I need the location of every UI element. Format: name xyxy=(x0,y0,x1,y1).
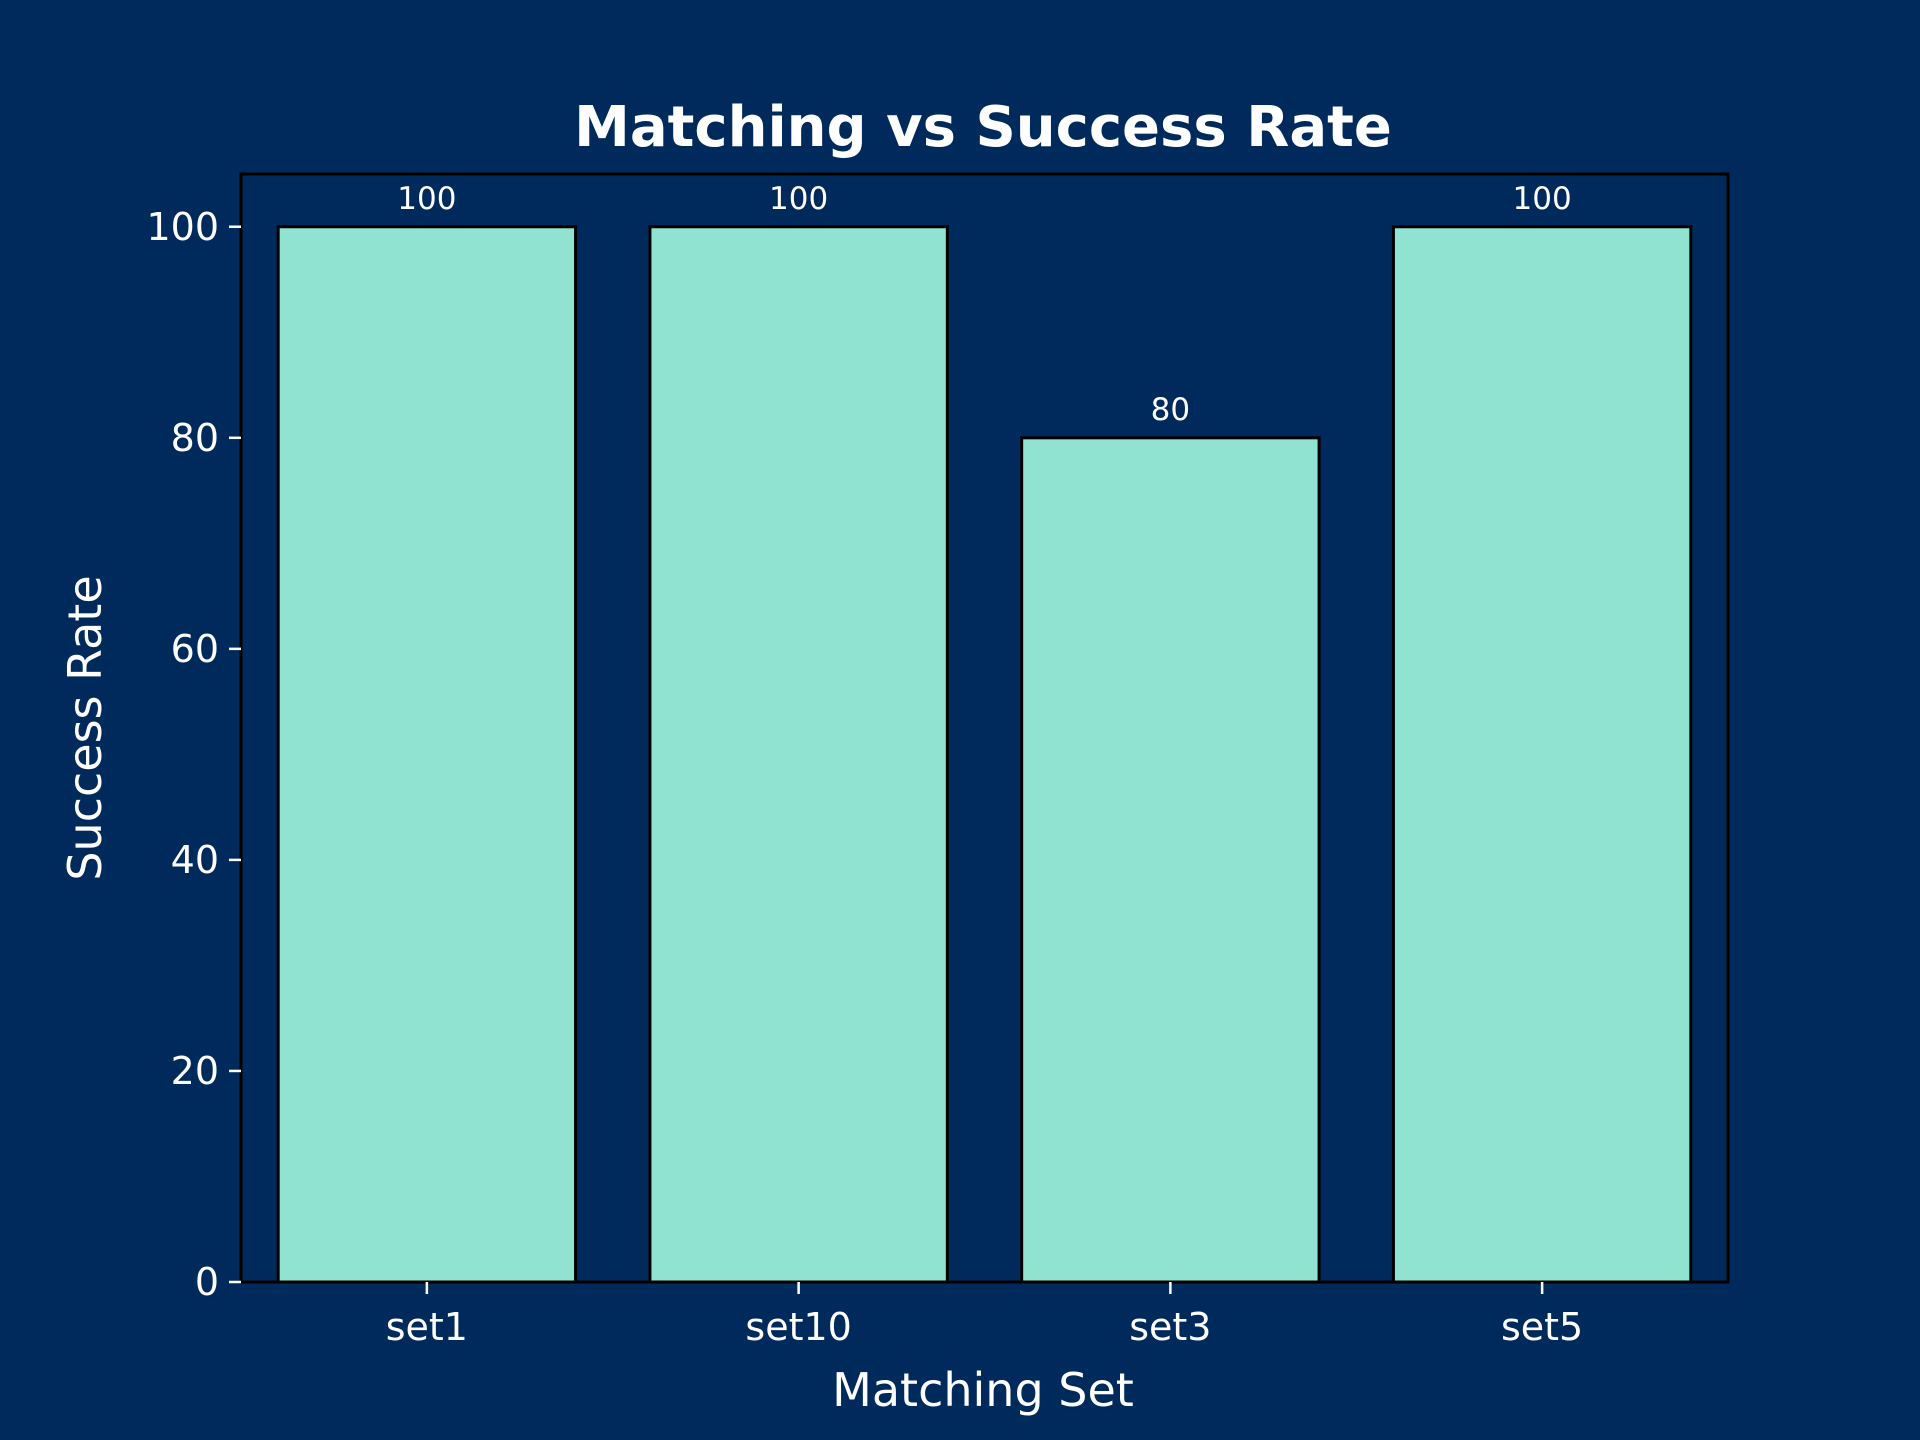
plot-area: 100 100 80 100 xyxy=(276,181,1693,1284)
x-tick-label-set1: set1 xyxy=(386,1305,468,1349)
value-label-set10: 100 xyxy=(769,181,828,217)
bar-set10 xyxy=(648,225,949,1284)
y-tick-label-80: 80 xyxy=(171,416,219,460)
x-tick-label-set3: set3 xyxy=(1129,1305,1211,1349)
value-label-set3: 80 xyxy=(1151,392,1190,428)
bar-set3 xyxy=(1020,436,1321,1284)
x-tick-label-set5: set5 xyxy=(1501,1305,1583,1349)
y-tick-label-0: 0 xyxy=(195,1260,219,1304)
x-axis: set1 set10 set3 set5 xyxy=(386,1282,1583,1349)
y-tick-label-60: 60 xyxy=(171,627,219,671)
bar-set1 xyxy=(276,225,578,1284)
y-tick-label-20: 20 xyxy=(171,1049,219,1093)
chart-title: Matching vs Success Rate xyxy=(574,95,1392,160)
axes-frame xyxy=(239,172,1730,1284)
y-tick-label-100: 100 xyxy=(146,205,219,249)
value-label-set1: 100 xyxy=(397,181,456,217)
y-tick-label-40: 40 xyxy=(171,838,219,882)
y-axis-label: Success Rate xyxy=(58,575,112,880)
x-tick-label-set10: set10 xyxy=(745,1305,851,1349)
y-axis: 0 20 40 60 80 100 xyxy=(146,205,241,1304)
bar-set5 xyxy=(1391,225,1693,1284)
value-label-set5: 100 xyxy=(1513,181,1572,217)
x-axis-label: Matching Set xyxy=(832,1363,1134,1417)
